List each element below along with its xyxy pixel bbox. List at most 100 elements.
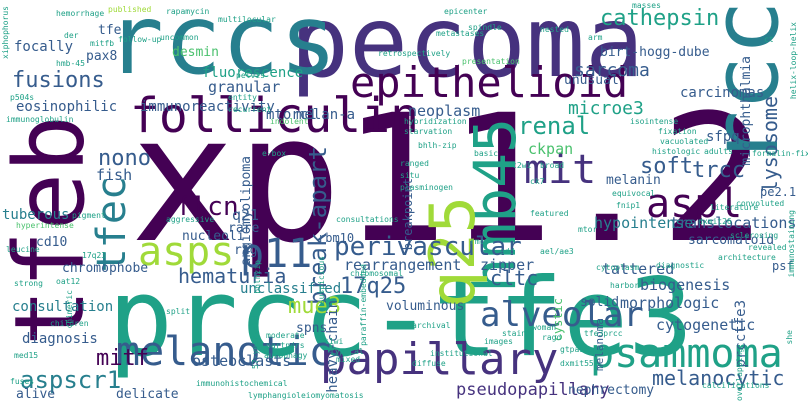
word-calcifications: calcifications [702, 381, 770, 390]
word-vacuolated: vacuolated [660, 137, 709, 146]
word-med15: med15 [14, 351, 39, 360]
word-featured: featured [530, 209, 569, 218]
word-pe2-1: pe2.1 [760, 185, 797, 199]
word-sclerosing: sclerosing [730, 231, 779, 240]
word-harbor: harbor [610, 281, 639, 290]
word-institutional: institutional [430, 349, 493, 358]
word-mtorc1: mtorc1 [266, 107, 317, 123]
word-broad: broad [540, 161, 565, 170]
word-multilocular: multilocular [218, 15, 276, 24]
word-starvation: starvation [404, 127, 453, 136]
word-rbm10: rbm10 [318, 231, 355, 245]
word-sarcomatoid: sarcomatoid [688, 233, 775, 248]
word-bhlhzip: bhlhzip [253, 260, 262, 294]
word-sarcoma: sarcoma [574, 60, 650, 81]
word-voluminous: voluminous [386, 299, 465, 314]
word-published: published [108, 5, 152, 14]
word-presentation: presentation [462, 57, 520, 66]
word-mue3: mue3 [288, 294, 341, 319]
word-asps: asps [138, 229, 235, 275]
word-ael-ae3: ael/ae3 [540, 247, 574, 256]
word-e-box: e-box [262, 149, 287, 158]
word-morphologic: morphologic [620, 294, 720, 312]
word-melan-a: melan-a [296, 107, 356, 123]
word-add: add [500, 247, 515, 256]
word-rapamycin: rapamycin [166, 7, 210, 16]
word-alveolar: alveolar [480, 295, 644, 335]
word-revealed: revealed [748, 243, 787, 252]
word-split: split [166, 307, 191, 316]
word-woman: woman [532, 323, 557, 332]
word-t2wi: t2wi [512, 161, 532, 170]
word-translocations: translocations [670, 214, 797, 232]
word-flcn: flcn [176, 192, 239, 222]
word-lysosome: lysosome [758, 96, 782, 193]
word-mtor: mtor [578, 225, 598, 234]
word-tattered: tattered [602, 260, 675, 278]
word-retrospectively: retrospectively [378, 49, 451, 58]
word-hmb-45: hmb-45 [56, 59, 85, 68]
word-p504s: p504s [10, 93, 35, 102]
word-diagnosis: diagnosis [22, 331, 98, 347]
word-rare: rare [228, 221, 260, 236]
word-aspscr1: aspscr1 [20, 366, 122, 394]
word-trcc: trcc [692, 158, 745, 183]
word-q21: q21 [232, 206, 260, 224]
word-nono: nono [98, 146, 151, 171]
word-mixed: mixed [336, 355, 361, 364]
word-dxmit26: dxmit26 [698, 217, 732, 226]
word-17q25: 17q25 [340, 274, 407, 299]
word-follow-up: follow-up [118, 35, 162, 44]
word-pelvis: pelvis [236, 71, 265, 80]
word-images: images [484, 337, 513, 346]
word-archival: archival [412, 321, 451, 330]
word-unclassified: unclassified [240, 281, 342, 297]
word-unusual: unusual [564, 73, 619, 88]
word-stain: stain [502, 329, 527, 338]
word-suspicious: suspicious [317, 256, 326, 305]
word-chromosomal: chromosomal [350, 269, 403, 278]
word-immunohistochemical: immunohistochemical [196, 379, 288, 388]
word-masses: masses [632, 1, 661, 10]
word-situ: situ [400, 171, 420, 180]
word-carcinomas: carcinomas [680, 85, 765, 101]
word-recurrent: recurrent [228, 105, 272, 114]
word-delicate: delicate [116, 387, 179, 402]
word-der: der [64, 31, 79, 40]
word-adults: adults [704, 147, 733, 156]
word-zipper: zipper [480, 256, 535, 274]
word-pax8: pax8 [86, 49, 118, 64]
word-tfe: tfe [98, 23, 122, 38]
word-17q23: 17q23 [82, 251, 107, 260]
word-hemorrhage: hemorrhage [56, 9, 105, 18]
word-pecoma: pecoma [290, 0, 645, 100]
word-formalin-fixed: formalin-fixed [752, 149, 808, 158]
word-aggressive: aggressive [166, 215, 215, 224]
word-cytoplasm: cytoplasm [596, 263, 640, 272]
word-plasminogen: plasminogen [400, 183, 453, 192]
word-architecture: architecture [718, 253, 776, 262]
word-alive: alive [16, 387, 56, 402]
word-fixation: fixation [658, 127, 697, 136]
word-osteoclasts: osteoclasts [192, 352, 292, 370]
word-focally: focally [14, 39, 74, 55]
word-chromophobe: chromophobe [62, 261, 149, 276]
word-spns: spns [296, 321, 328, 336]
word-overlapping: overlapping [735, 348, 744, 401]
word-moderate: moderate [266, 331, 305, 340]
word-tuberous: tuberous [2, 207, 70, 223]
word-melanin: melanin [606, 173, 661, 188]
word-cathepsin: cathepsin [600, 6, 720, 31]
word-partners: partners [266, 341, 305, 350]
word-immunostaining: immunostaining [787, 210, 796, 278]
word-microe3: microe3 [568, 98, 644, 119]
word-t1wi: t1wi [324, 337, 344, 346]
word-uncommon: uncommon [160, 33, 199, 42]
word-consultation: consultation [12, 299, 114, 315]
word-leucine: leucine [6, 245, 40, 254]
word-fnip1: fnip1 [616, 201, 641, 210]
word-oat12: oat12 [56, 277, 81, 286]
word-spindle: spindle [468, 23, 502, 32]
word-cltc: cltc [490, 266, 539, 290]
word-granular: granular [208, 78, 281, 96]
